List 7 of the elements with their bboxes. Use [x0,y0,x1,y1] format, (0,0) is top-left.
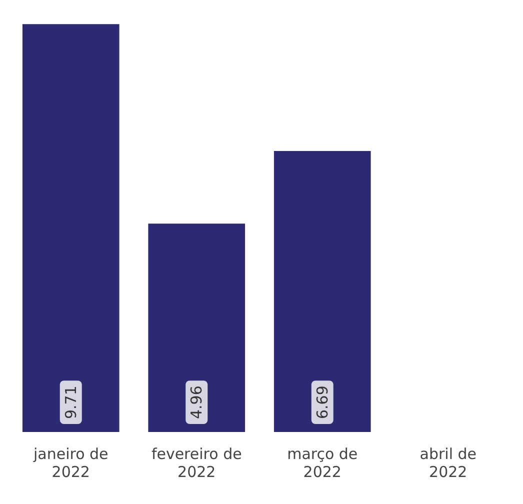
data-label: 9.71 [62,386,80,420]
x-tick-label: abril de 2022 [420,444,476,481]
data-label: 6.69 [313,386,332,420]
x-tick-label: março de 2022 [287,444,358,481]
data-label: 4.96 [188,386,206,420]
x-tick-label: janeiro de 2022 [32,444,108,481]
x-tick-label: fevereiro de 2022 [151,444,242,481]
